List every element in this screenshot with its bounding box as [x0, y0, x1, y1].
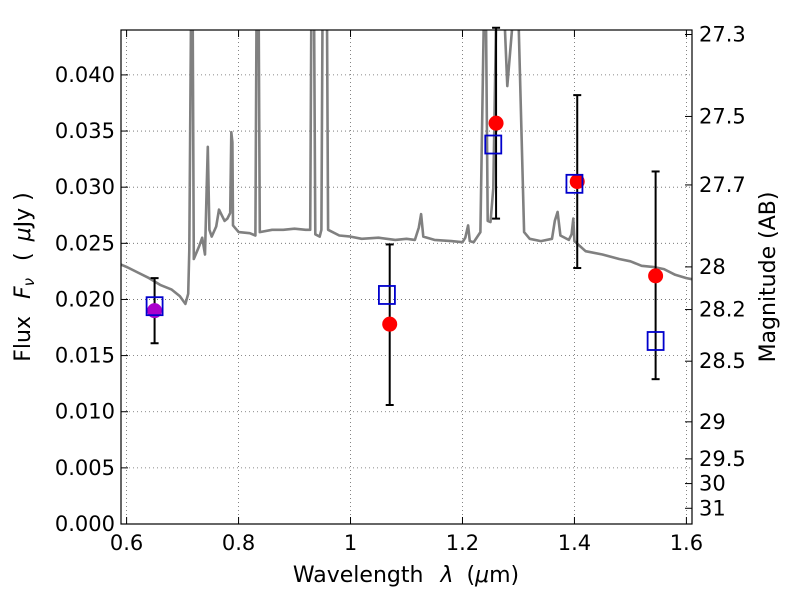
y-axis-ticks: 0.000 0.005 0.010 0.015 0.020 0.025 0.030 0.035… [55, 63, 128, 536]
x-axis-label-unit-rest: m) [489, 563, 519, 588]
right-tick-label: 29.5 [699, 447, 746, 471]
y-axis-label-unit-rest: Jy ) [11, 192, 36, 229]
x-axis-label-symbol: λ [439, 563, 453, 588]
model-photometry-point [565, 173, 584, 194]
y-tick-label: 0.005 [55, 456, 115, 480]
right-tick-label: 27.3 [699, 22, 746, 46]
plot-frame [120, 29, 693, 525]
x-axis-label-unit-mu: μ [474, 563, 489, 588]
right-axis-label: Magnitude (AB) [756, 192, 781, 363]
x-axis-ticks: 0.6 0.8 1 1.2 1.4 1.6 [110, 30, 703, 555]
right-tick-label: 31 [699, 496, 726, 520]
y-axis-label-symbol-sub: ν [20, 278, 38, 286]
measured-point [648, 268, 664, 284]
right-tick-label: 28.5 [699, 349, 746, 373]
right-tick-label: 28 [699, 255, 726, 279]
right-tick-label: 30 [699, 472, 726, 496]
model-spectrum-layer [121, 30, 692, 306]
x-tick-label: 1.4 [558, 531, 591, 555]
model-spectrum-line [121, 30, 692, 306]
y-tick-label: 0.010 [55, 400, 115, 424]
y-axis-label-unit-open: ( [11, 252, 36, 261]
model-photometry-point [484, 134, 503, 155]
y-axis-label-prefix: Flux [11, 316, 36, 362]
y-axis-label-unit-mu: μ [11, 227, 36, 242]
y-tick-label: 0.025 [55, 231, 115, 255]
right-tick-label: 29 [699, 410, 726, 434]
y-tick-label: 0.020 [55, 287, 115, 311]
right-tick-label: 28.2 [699, 298, 746, 322]
y-tick-label: 0.015 [55, 344, 115, 368]
y-axis-label: Flux Fν ( μJy ) [11, 192, 40, 361]
x-tick-label: 1.2 [446, 531, 479, 555]
right-tick-label: 27.7 [699, 173, 746, 197]
y-tick-label: 0.030 [55, 175, 115, 199]
x-axis-label: Wavelength λ (μm) [293, 563, 519, 588]
y-tick-label: 0.035 [55, 119, 115, 143]
x-tick-label: 0.6 [110, 531, 143, 555]
x-axis-label-prefix: Wavelength [293, 563, 424, 588]
model-photometry-point [646, 331, 665, 351]
model-photometry-point [145, 296, 164, 317]
model-photometry-layer [145, 134, 665, 351]
measured-point [488, 115, 504, 131]
y-tick-label: 0.040 [55, 63, 115, 87]
y-tick-label: 0.000 [55, 512, 115, 536]
model-photometry-point [378, 285, 396, 305]
y-axis-label-symbol: F [11, 286, 36, 299]
measured-point [382, 316, 398, 332]
x-tick-label: 1.6 [670, 531, 703, 555]
x-tick-label: 1 [344, 531, 357, 555]
measured-point [569, 174, 585, 190]
x-axis-label-unit-open: ( [466, 563, 475, 588]
right-tick-label: 27.5 [699, 104, 746, 128]
x-tick-label: 0.8 [222, 531, 255, 555]
